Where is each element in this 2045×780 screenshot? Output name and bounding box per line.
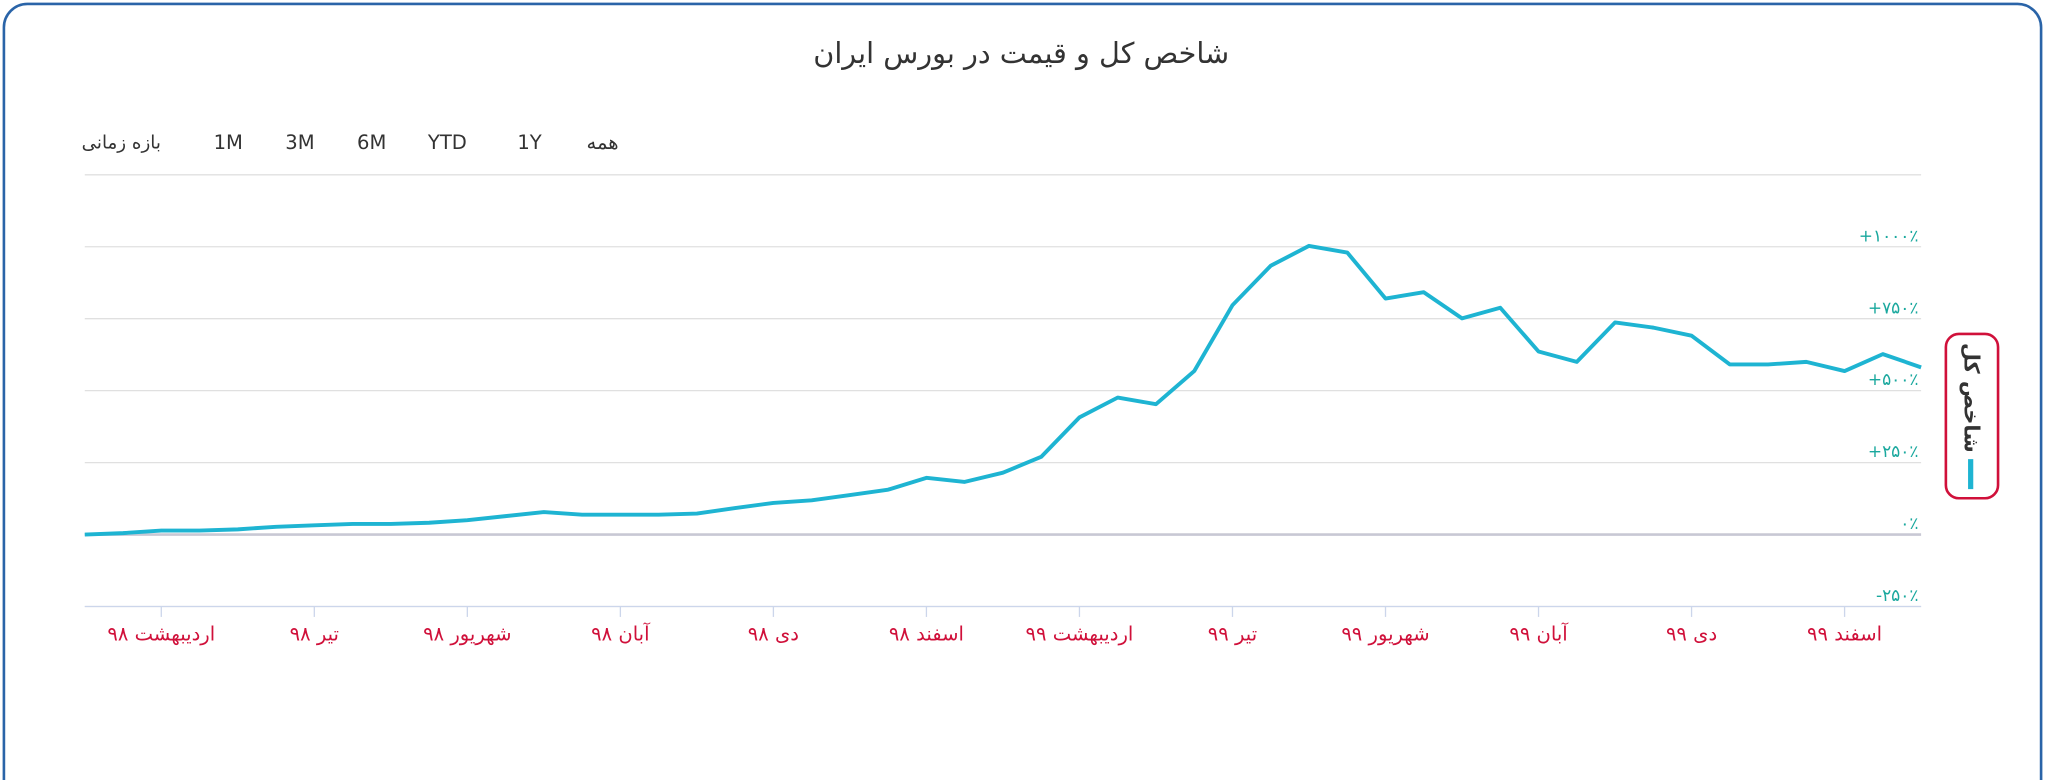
y-tick-label: ۰٪ <box>1900 513 1918 533</box>
series-line <box>84 243 1922 537</box>
range-button[interactable]: 3M <box>285 131 314 154</box>
legend-label: شاخص کل <box>1960 343 1984 453</box>
x-tick-label: آبان ۹۹ <box>1509 622 1569 646</box>
x-tick-label: تیر ۹۹ <box>1208 623 1257 646</box>
y-tick-label: +۲۵۰٪ <box>1868 441 1919 461</box>
chart-title: شاخص کل و قیمت در بورس ایران <box>813 36 1229 70</box>
legend-box <box>1944 332 2000 500</box>
x-tick-label: شهریور ۹۸ <box>423 623 511 646</box>
x-tick-label: اردیبهشت ۹۹ <box>1026 623 1134 646</box>
y-tick-label: -۲۵۰٪ <box>1876 585 1919 605</box>
range-button[interactable]: همه <box>586 131 618 154</box>
range-button[interactable]: 6M <box>357 131 386 154</box>
x-tick-label: اسفند ۹۸ <box>889 623 964 646</box>
x-tick-label: شهریور ۹۹ <box>1341 623 1429 646</box>
y-tick-label: +۷۵۰٪ <box>1868 297 1919 317</box>
range-button[interactable]: 1M <box>214 131 243 154</box>
x-tick-label: آبان ۹۸ <box>591 622 651 646</box>
x-tick-label: دی ۹۹ <box>1666 623 1717 646</box>
x-tick-label: اسفند ۹۹ <box>1807 623 1882 646</box>
x-tick-label: تیر ۹۸ <box>290 623 339 646</box>
x-tick-label: اردیبهشت ۹۸ <box>107 623 215 646</box>
x-tick-label: دی ۹۸ <box>748 623 799 646</box>
range-label: بازه زمانی <box>82 133 161 154</box>
range-button[interactable]: YTD <box>427 131 467 154</box>
y-tick-label: +۵۰۰٪ <box>1868 369 1919 389</box>
y-tick-label: +۱۰۰۰٪ <box>1859 225 1919 245</box>
range-button[interactable]: 1Y <box>517 131 541 154</box>
